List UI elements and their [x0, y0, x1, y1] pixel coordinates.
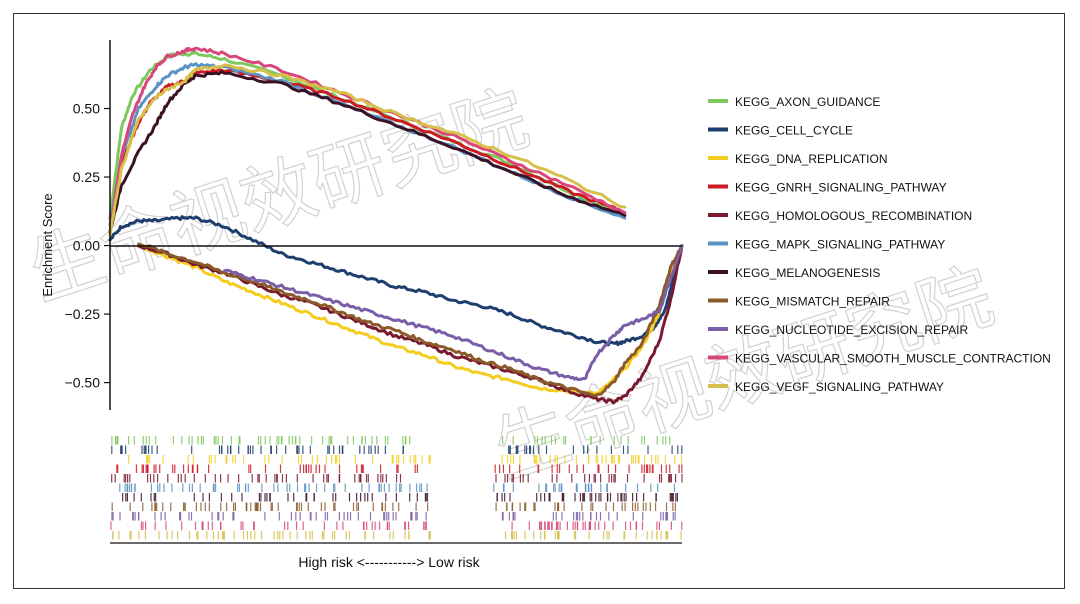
legend-label: KEGG_MELANOGENESIS	[735, 266, 880, 280]
series-line-0	[108, 50, 627, 220]
figure-frame	[13, 13, 1065, 589]
y-tick-label: 0.25	[73, 169, 100, 185]
y-tick-label: 0.00	[73, 238, 100, 254]
series-line-10	[108, 63, 627, 237]
y-tick-label: 0.50	[73, 101, 100, 117]
legend-label: KEGG_HOMOLOGOUS_RECOMBINATION	[735, 209, 972, 223]
legend-label: KEGG_DNA_REPLICATION	[735, 152, 887, 166]
legend-label: KEGG_VEGF_SIGNALING_PATHWAY	[735, 380, 944, 394]
gene-hit-rug	[110, 436, 683, 540]
watermark: 生命视效研究院 生命视效研究院	[18, 75, 1003, 496]
y-axis-title: Enrichment Score	[40, 193, 55, 296]
legend-label: KEGG_NUCLEOTIDE_EXCISION_REPAIR	[735, 323, 969, 337]
series-line-7	[137, 242, 684, 397]
legend: KEGG_AXON_GUIDANCE KEGG_CELL_CYCLE KEGG_DN…	[708, 95, 1051, 394]
axes: Enrichment Score High risk <----------->…	[40, 40, 682, 570]
legend-label: KEGG_MAPK_SIGNALING_PATHWAY	[735, 238, 945, 252]
enrichment-lines	[108, 46, 684, 405]
series-line-6	[108, 70, 627, 233]
y-ticks: 0.50 0.25 0.00 −0.25 −0.50	[65, 101, 110, 391]
legend-label: KEGG_GNRH_SIGNALING_PATHWAY	[735, 181, 947, 195]
legend-label: KEGG_AXON_GUIDANCE	[735, 95, 880, 109]
x-caption: High risk <-----------> Low risk	[298, 554, 480, 570]
series-line-2	[137, 244, 684, 396]
legend-label: KEGG_MISMATCH_REPAIR	[735, 295, 890, 309]
series-line-1	[108, 215, 684, 347]
series-line-4	[137, 244, 684, 405]
series-line-8	[222, 244, 684, 382]
y-tick-label: −0.25	[65, 306, 101, 322]
legend-label: KEGG_VASCULAR_SMOOTH_MUSCLE_CONTRACTION	[735, 352, 1051, 366]
series-line-9	[108, 46, 627, 234]
legend-label: KEGG_CELL_CYCLE	[735, 124, 853, 138]
y-tick-label: −0.50	[65, 375, 101, 391]
